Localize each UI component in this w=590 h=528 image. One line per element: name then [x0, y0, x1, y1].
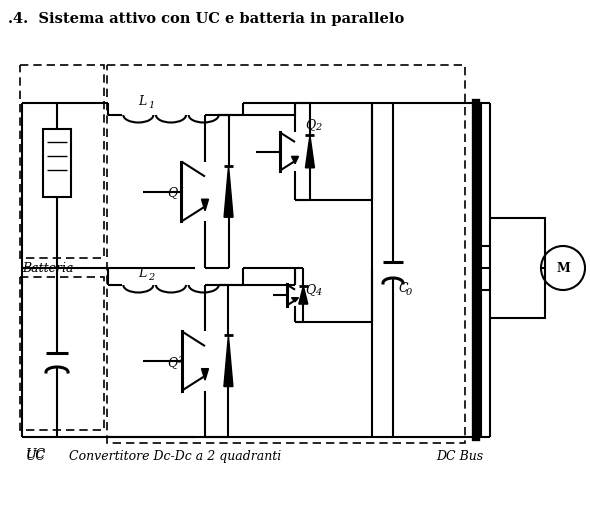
Polygon shape [202, 369, 208, 380]
Bar [107, 65, 465, 443]
Text: DC Bus: DC Bus [437, 450, 484, 463]
Polygon shape [291, 298, 299, 302]
Text: 1: 1 [148, 101, 154, 110]
Text: 4: 4 [315, 288, 321, 297]
Bar [43, 129, 71, 197]
Text: Q: Q [167, 356, 177, 369]
Bar [490, 218, 545, 318]
Text: 2: 2 [315, 123, 321, 132]
Text: UC: UC [26, 450, 46, 463]
Text: Batteria: Batteria [22, 262, 74, 275]
Text: Convertitore Dc-Dc a 2 quadranti: Convertitore Dc-Dc a 2 quadranti [69, 450, 281, 463]
Polygon shape [224, 166, 233, 217]
Text: L: L [138, 267, 146, 280]
Polygon shape [224, 335, 233, 386]
Text: Q: Q [305, 118, 315, 131]
Polygon shape [299, 286, 308, 304]
Bar [20, 65, 104, 258]
Text: 3: 3 [178, 356, 184, 365]
Text: M: M [556, 261, 570, 275]
Text: UC: UC [26, 448, 46, 461]
Polygon shape [306, 135, 314, 168]
Text: L: L [138, 95, 146, 108]
Text: Q: Q [305, 283, 315, 296]
Polygon shape [202, 199, 208, 211]
Text: .4.  Sistema attivo con UC e batteria in parallelo: .4. Sistema attivo con UC e batteria in … [8, 12, 404, 26]
Text: Q: Q [167, 186, 177, 200]
Text: 2: 2 [148, 273, 154, 282]
Bar [20, 277, 104, 430]
Text: C: C [399, 282, 409, 295]
Text: 0: 0 [406, 288, 412, 297]
Text: 1: 1 [178, 186, 184, 195]
Polygon shape [291, 156, 299, 164]
